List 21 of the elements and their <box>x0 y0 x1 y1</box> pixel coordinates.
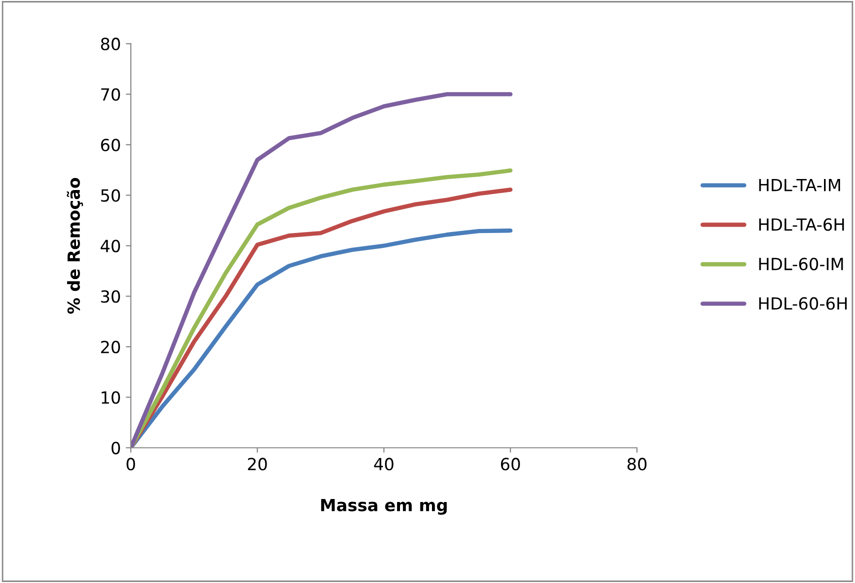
y-tick-label: 50 <box>101 189 120 202</box>
x-tick-label: 60 <box>500 458 520 470</box>
y-tick-label: 10 <box>102 391 120 404</box>
x-tick-label: 20 <box>248 458 267 470</box>
y-tick-label: 40 <box>100 240 120 252</box>
x-tick-label: 40 <box>374 458 394 470</box>
x-tick-label: 80 <box>628 458 646 470</box>
y-tick-label: 20 <box>101 340 120 354</box>
y-tick-label: 0 <box>112 442 120 454</box>
legend-label: HDL-60-6H <box>759 297 847 310</box>
legend-label: HDL-60-IM <box>759 258 843 270</box>
line-series <box>130 92 513 448</box>
y-tick-label: 30 <box>101 290 120 303</box>
legend-label: HDL-TA-6H <box>759 218 844 231</box>
x-axis-title: Massa em mg <box>321 498 447 515</box>
y-axis-title: % de Remoção <box>66 178 84 314</box>
y-tick-label: 80 <box>101 38 120 50</box>
y-tick-label: 70 <box>101 88 120 101</box>
x-tick-label: 0 <box>126 458 136 470</box>
y-tick-label: 60 <box>101 138 120 152</box>
legend-label: HDL-TA-IM <box>759 178 840 192</box>
